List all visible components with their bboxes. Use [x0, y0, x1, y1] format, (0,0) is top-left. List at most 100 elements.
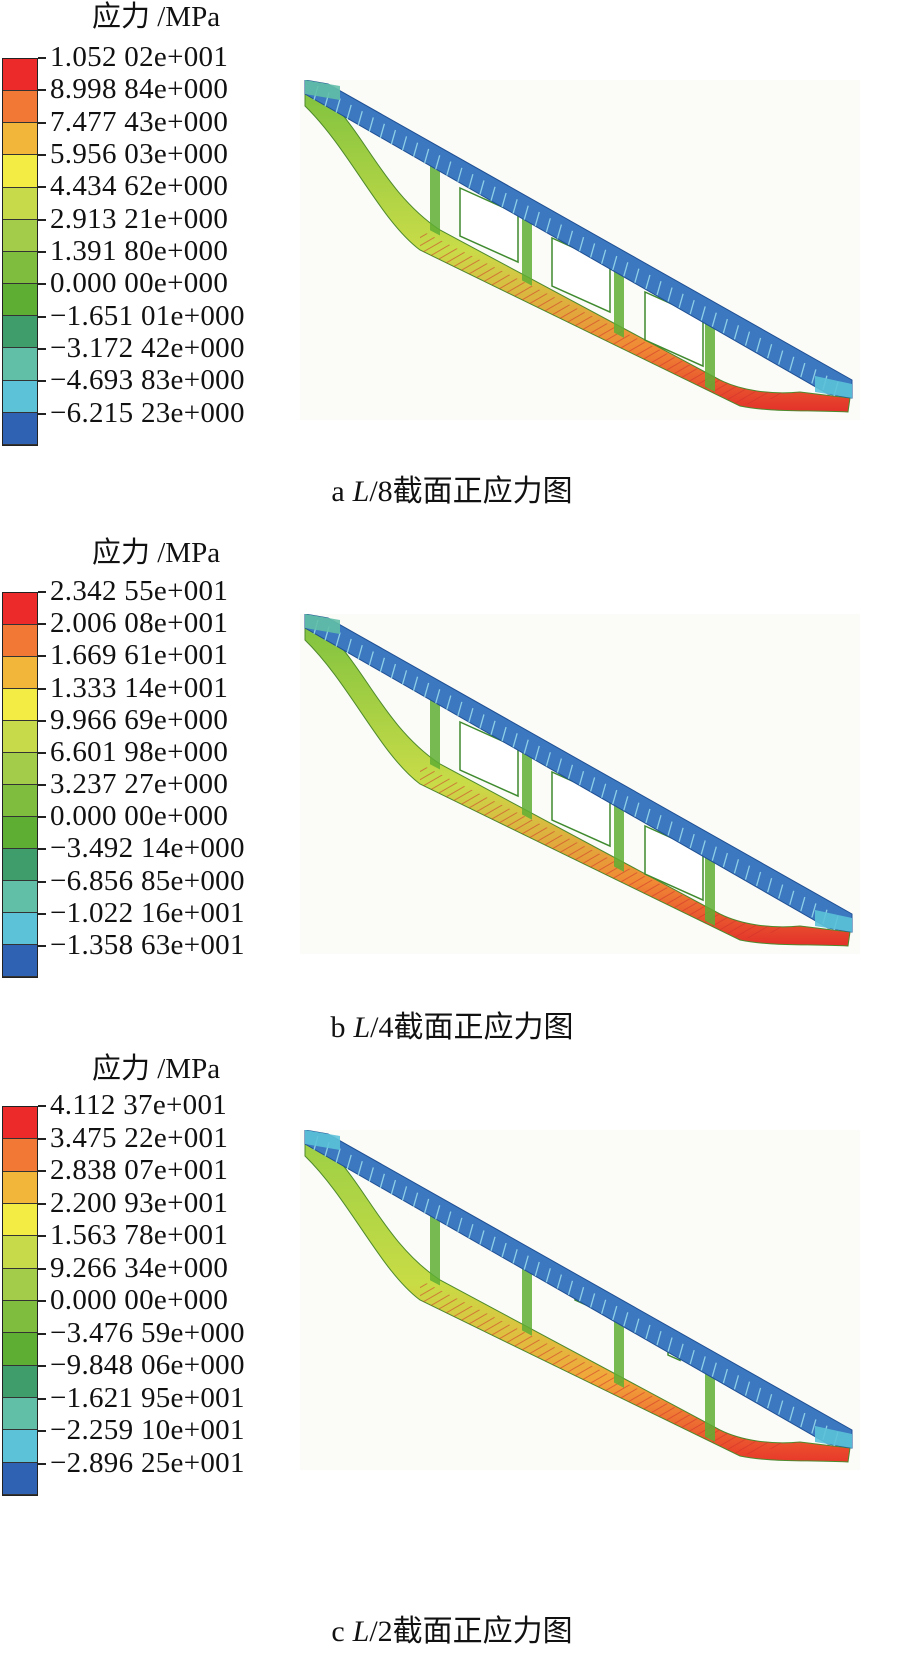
deck-rib: [601, 783, 607, 798]
colorbar-swatch: [3, 1397, 37, 1431]
deck-rib: [700, 1356, 706, 1371]
colorbar-tick: [38, 880, 46, 883]
colorbar-swatch: [3, 1236, 37, 1269]
caption-section-symbol: L: [353, 1011, 371, 1044]
deck-rib: [700, 306, 706, 321]
deck-rib: [578, 236, 585, 252]
deck-rib: [401, 136, 408, 151]
colorbar-swatch: [3, 123, 37, 156]
colorbar-tick-label: 9.966 69e+000: [50, 703, 229, 736]
colorbar-tick: [38, 218, 46, 221]
deck-rib: [645, 808, 651, 824]
colorbar-tick: [38, 186, 46, 189]
colorbar-tick: [38, 251, 46, 253]
deck-rib: [811, 369, 817, 384]
colorbar-tick-label: 4.112 37e+001: [50, 1089, 228, 1121]
colorbar-tick-label: 7.477 43e+000: [50, 105, 229, 138]
colorbar-tick: [38, 121, 46, 124]
deck-rib: [534, 211, 540, 227]
diaphragm: [430, 694, 440, 770]
deck-rib: [589, 243, 596, 258]
deck-rib: [457, 701, 463, 717]
deck-rib: [468, 707, 474, 723]
colorbar-tick: [38, 751, 46, 754]
colorbar-tick-label: 3.237 27e+000: [50, 768, 229, 800]
deck-rib: [446, 695, 452, 710]
colorbar-swatch: [3, 1365, 37, 1398]
colorbar-swatch: [3, 1171, 37, 1204]
deck-rib: [612, 789, 618, 805]
panel-a: 应力 /MPa a L/8截面正应力图 1.052 02e+001 8.998 84…: [0, 0, 904, 520]
colorbar-tick-label: 2.913 21e+000: [50, 202, 229, 235]
deck-rib: [346, 1154, 352, 1170]
colorbar-tick: [38, 57, 46, 59]
diaphragm: [705, 1366, 715, 1443]
colorbar-tick-label: 3.475 22e+001: [50, 1121, 229, 1154]
colorbar-tick: [38, 1105, 46, 1107]
deck-rib: [357, 645, 363, 660]
deck-rib: [789, 890, 795, 905]
colorbar-tick: [38, 315, 46, 318]
colorbar-tick-label: 8.998 84e+000: [50, 73, 229, 106]
deck-rib: [390, 663, 397, 679]
deck-rib: [778, 350, 784, 365]
diaphragm: [522, 210, 532, 286]
colorbar-swatch: [3, 1300, 37, 1334]
deck-rib: [789, 356, 795, 371]
deck-rib: [346, 638, 352, 654]
colorbar-tick: [38, 1462, 46, 1465]
legend-title: 应力 /MPa: [92, 1, 221, 33]
colorbar-tick: [38, 1365, 46, 1367]
diaphragm: [614, 1312, 624, 1388]
colorbar-swatch: [3, 1462, 37, 1495]
deck-rib: [412, 676, 419, 691]
colorbar-swatch: [3, 1430, 37, 1463]
colorbar-tick: [38, 784, 46, 786]
colorbar-tick: [38, 1170, 46, 1172]
caption-letter: c: [331, 1615, 345, 1648]
colorbar-swatch: [3, 251, 37, 285]
figure-caption: b L/4截面正应力图: [0, 1002, 904, 1046]
colorbar-tick: [38, 1202, 46, 1205]
colorbar-swatch: [3, 380, 37, 413]
colorbar-tick-label: 0.000 00e+000: [50, 1284, 229, 1316]
deck-rib: [512, 199, 518, 214]
colorbar-swatch: [3, 849, 37, 881]
colorbar-tick: [38, 154, 46, 156]
deck-rib: [501, 1242, 507, 1258]
colorbar-tick-label: −3.172 42e+000: [50, 332, 245, 364]
colorbar-tick: [38, 1397, 46, 1400]
colorbar-tick: [38, 1300, 46, 1302]
colorbar-swatch: [3, 91, 37, 124]
deck-rib: [667, 821, 673, 836]
deck-rib: [501, 192, 507, 208]
colorbar-tick: [38, 719, 46, 722]
deck-rib: [645, 1324, 651, 1340]
girder-end: [815, 910, 852, 932]
deck-rib: [379, 123, 386, 138]
diaphragm: [430, 160, 440, 236]
deck-rib: [446, 1211, 452, 1226]
deck-rib: [755, 337, 762, 353]
deck-rib: [589, 1293, 596, 1308]
colorbar-swatch: [3, 1139, 37, 1172]
girder-end: [305, 1130, 340, 1150]
deck-rib: [446, 161, 452, 176]
deck-rib: [744, 1381, 751, 1396]
colorbar-tick-label: 1.391 80e+000: [50, 235, 229, 267]
deck-rib: [424, 682, 430, 698]
colorbar-swatch: [3, 284, 37, 317]
colorbar-swatch: [3, 881, 37, 913]
deck-rib: [479, 180, 485, 195]
deck-rib: [623, 262, 629, 277]
colorbar: [2, 1106, 38, 1496]
colorbar-tick: [38, 380, 46, 383]
colorbar-tick: [38, 687, 46, 690]
deck-rib: [357, 1161, 363, 1176]
colorbar-tick-label: 2.006 08e+001: [50, 607, 229, 640]
girder-web: [304, 621, 851, 947]
caption-letter: a: [331, 475, 345, 508]
deck-rib: [656, 281, 662, 296]
deck-rib: [357, 111, 363, 126]
deck-rib: [379, 1173, 386, 1188]
